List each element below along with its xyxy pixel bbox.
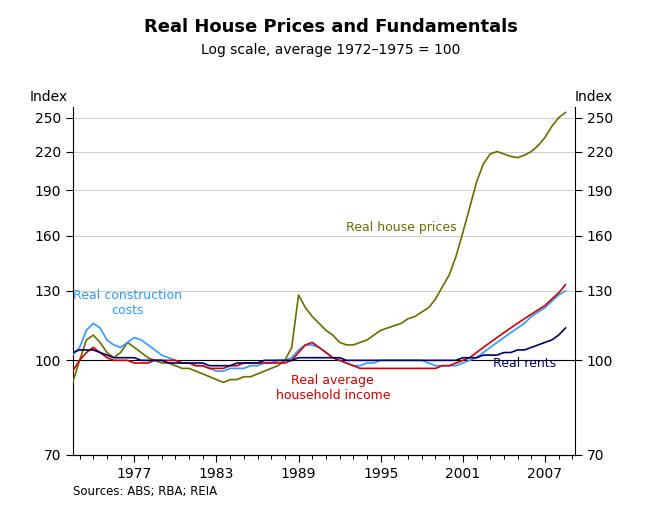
Text: Log scale, average 1972–1975 = 100: Log scale, average 1972–1975 = 100: [201, 43, 460, 57]
Text: Real house prices: Real house prices: [346, 221, 457, 234]
Text: Index: Index: [30, 90, 68, 104]
Text: Real rents: Real rents: [493, 357, 556, 369]
Text: Index: Index: [574, 90, 613, 104]
Text: Real average
household income: Real average household income: [276, 374, 390, 402]
Text: Real House Prices and Fundamentals: Real House Prices and Fundamentals: [143, 18, 518, 36]
Text: Real construction
costs: Real construction costs: [73, 289, 182, 317]
Text: Sources: ABS; RBA; REIA: Sources: ABS; RBA; REIA: [73, 485, 217, 498]
